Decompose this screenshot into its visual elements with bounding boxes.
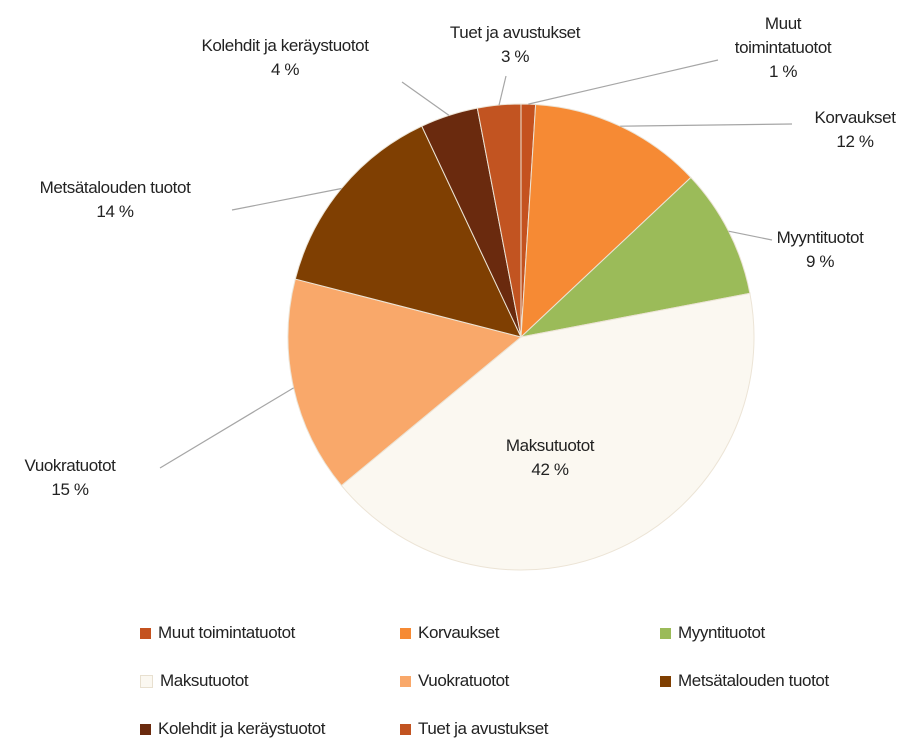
label-category: Metsätalouden tuotot — [39, 178, 191, 197]
label-category: Korvaukset — [814, 108, 896, 127]
leader-line — [159, 387, 294, 469]
data-label: Muut toimintatuotot 1 % — [723, 12, 843, 84]
label-category: Kolehdit ja keräystuotot — [201, 36, 369, 55]
leader-line — [231, 187, 342, 211]
label-category: Vuokratuotot — [24, 456, 116, 475]
legend-label: Tuet ja avustukset — [418, 719, 549, 738]
pie-slice — [294, 125, 522, 338]
data-label: Vuokratuotot 15 % — [25, 454, 116, 502]
data-label: Metsätalouden tuotot 14 % — [40, 176, 191, 224]
legend-item: Vuokratuotot — [400, 671, 509, 691]
legend-swatch — [140, 627, 151, 639]
legend-label: Vuokratuotot — [418, 671, 509, 690]
label-category: Maksutuotot — [505, 436, 595, 455]
legend-swatch — [140, 674, 153, 688]
label-value: 42 % — [531, 460, 569, 479]
label-category: Tuet ja avustukset — [449, 23, 581, 42]
label-category: Muut toimintatuotot — [734, 14, 832, 57]
label-value: 1 % — [768, 62, 798, 81]
legend-swatch — [400, 675, 411, 687]
label-value: 4 % — [270, 60, 300, 79]
legend-label: Korvaukset — [418, 623, 500, 642]
label-value: 15 % — [51, 480, 89, 499]
label-value: 9 % — [805, 252, 835, 271]
data-label: Korvaukset 12 % — [814, 106, 895, 154]
legend-item: Tuet ja avustukset — [400, 719, 549, 739]
leader-line — [528, 59, 719, 105]
label-value: 12 % — [836, 132, 874, 151]
legend-label: Kolehdit ja keräystuotot — [158, 719, 326, 738]
label-value: 3 % — [500, 47, 530, 66]
label-category: Myyntituotot — [776, 228, 864, 247]
legend-swatch — [400, 723, 411, 735]
pie-slice — [340, 292, 755, 571]
legend-swatch — [140, 723, 151, 735]
leader-line — [498, 75, 507, 106]
data-label: Myyntituotot 9 % — [777, 226, 864, 274]
legend-item: Maksutuotot — [140, 671, 249, 691]
legend-label: Myyntituotot — [678, 623, 765, 642]
legend-label: Metsätalouden tuotot — [678, 671, 829, 690]
pie-slice — [519, 176, 751, 338]
legend-item: Muut toimintatuotot — [140, 623, 295, 643]
leader-line — [728, 230, 773, 241]
data-label: Tuet ja avustukset 3 % — [449, 21, 581, 69]
label-value: 14 % — [96, 202, 134, 221]
legend-item: Myyntituotot — [660, 623, 765, 643]
legend-label: Maksutuotot — [160, 671, 249, 690]
leader-line — [620, 123, 793, 127]
legend-item: Korvaukset — [400, 623, 499, 643]
legend-item: Metsätalouden tuotot — [660, 671, 829, 691]
legend-label: Muut toimintatuotot — [158, 623, 295, 642]
legend-swatch — [660, 675, 671, 687]
leader-line — [401, 81, 450, 116]
data-label: Maksutuotot 42 % — [505, 434, 595, 482]
legend-swatch — [400, 627, 411, 639]
legend-swatch — [660, 627, 671, 639]
legend-item: Kolehdit ja keräystuotot — [140, 719, 326, 739]
data-label: Kolehdit ja keräystuotot 4 % — [201, 34, 369, 82]
